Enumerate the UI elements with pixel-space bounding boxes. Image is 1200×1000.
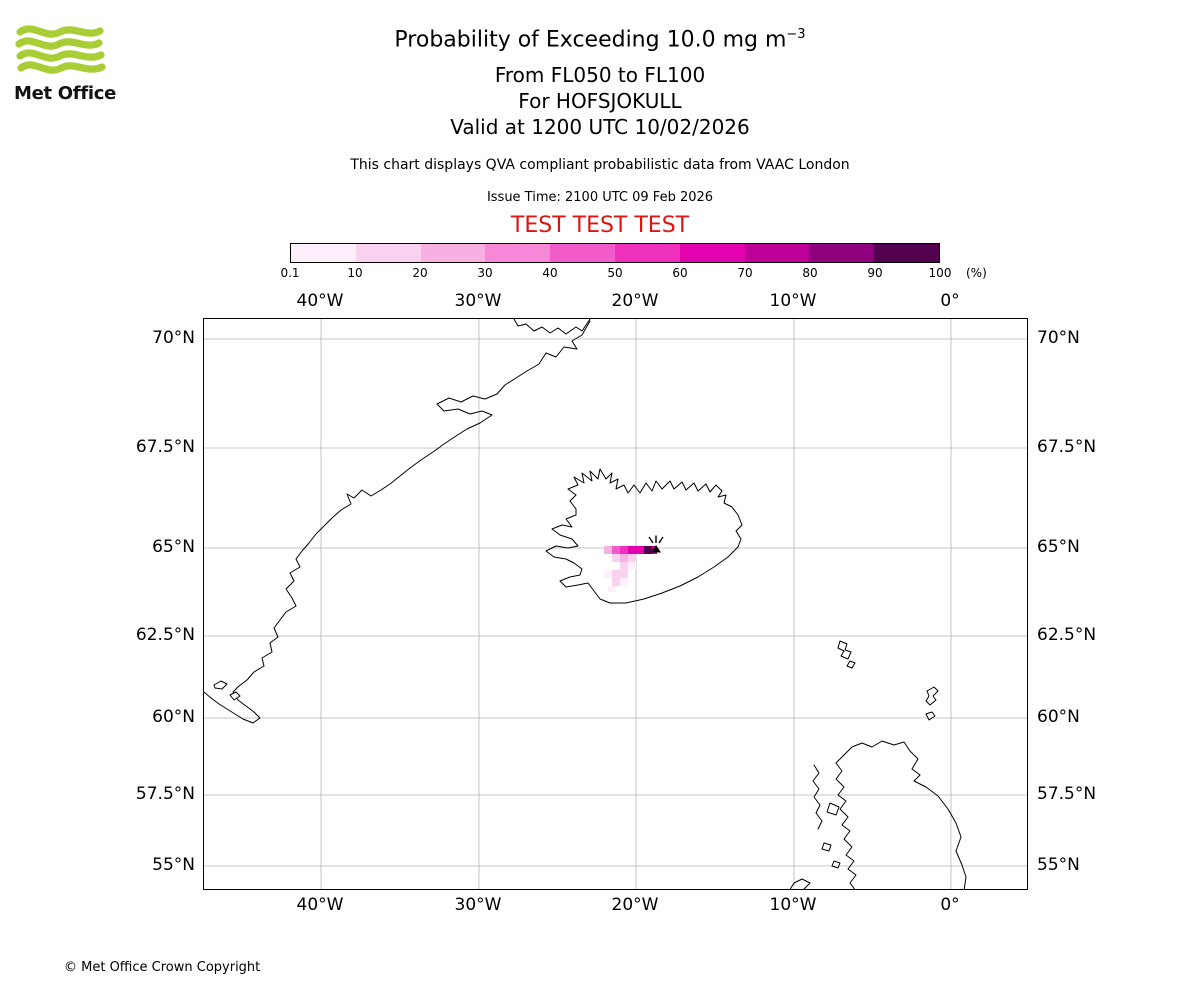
met-office-logo-text: Met Office bbox=[14, 83, 117, 104]
colorbar-unit-label: (%) bbox=[966, 266, 987, 280]
probability-cells-layer bbox=[604, 546, 657, 592]
lat-tick-label-right: 62.5°N bbox=[1037, 625, 1097, 645]
hebrides-islands-coastline bbox=[812, 764, 823, 830]
colorbar-tick-label: 70 bbox=[737, 266, 753, 280]
probability-cell bbox=[620, 578, 628, 586]
ireland-coastline bbox=[789, 878, 811, 889]
colorbar-tick-label: 40 bbox=[542, 266, 558, 280]
lat-tick-label-left: 60°N bbox=[152, 707, 195, 727]
greenland-coastline bbox=[204, 320, 591, 724]
lat-tick-label-right: 55°N bbox=[1037, 855, 1080, 875]
colorbar-segment bbox=[291, 244, 356, 262]
colorbar-tick-label: 30 bbox=[477, 266, 493, 280]
probability-cell bbox=[644, 546, 652, 554]
lon-tick-label-top: 0° bbox=[940, 291, 960, 311]
volcano-marker-icon bbox=[648, 535, 664, 553]
greenland-offshore-islands bbox=[213, 680, 241, 701]
shetland-orkney-islands-coastline bbox=[925, 686, 939, 721]
faroe-islands-coastline bbox=[837, 640, 856, 669]
colorbar-tick-label: 20 bbox=[412, 266, 428, 280]
lat-tick-label-left: 55°N bbox=[152, 855, 195, 875]
latlon-grid bbox=[204, 319, 1027, 889]
probability-colorbar bbox=[290, 243, 940, 263]
lon-tick-label-bottom: 40°W bbox=[296, 895, 344, 915]
probability-cell bbox=[612, 546, 620, 554]
lat-tick-label-right: 57.5°N bbox=[1037, 784, 1097, 804]
met-office-logo: Met Office bbox=[14, 24, 126, 104]
colorbar-tick-label: 10 bbox=[347, 266, 363, 280]
copyright-notice: © Met Office Crown Copyright bbox=[64, 960, 261, 975]
lat-tick-label-right: 65°N bbox=[1037, 537, 1080, 557]
map-plot-area bbox=[203, 318, 1028, 890]
lon-tick-label-bottom: 10°W bbox=[769, 895, 817, 915]
colorbar-segment bbox=[420, 244, 486, 262]
qva-compliance-note: This chart displays QVA compliant probab… bbox=[350, 157, 850, 173]
greenland-north-cape-coastline bbox=[513, 319, 591, 335]
lon-tick-label-bottom: 20°W bbox=[611, 895, 659, 915]
colorbar-tick-label: 50 bbox=[607, 266, 623, 280]
title-main: Probability of Exceeding 10.0 mg m bbox=[394, 27, 787, 53]
met-office-logo-waves-icon bbox=[15, 25, 106, 74]
probability-cell bbox=[620, 562, 628, 570]
inner-isles-coastline bbox=[821, 802, 841, 869]
map-canvas bbox=[204, 319, 1027, 889]
issue-time: Issue Time: 2100 UTC 09 Feb 2026 bbox=[486, 190, 714, 205]
probability-cell bbox=[604, 546, 612, 554]
title-exponent: −3 bbox=[786, 27, 806, 42]
lat-tick-label-left: 67.5°N bbox=[135, 437, 195, 457]
lat-tick-label-left: 70°N bbox=[152, 328, 195, 348]
probability-cell bbox=[608, 586, 616, 592]
colorbar-segment bbox=[744, 244, 810, 262]
probability-cell bbox=[612, 554, 620, 562]
colorbar-tick-labels: 0.1 10 20 30 40 50 60 70 80 90 100 bbox=[280, 266, 951, 282]
lon-tick-label-top: 40°W bbox=[296, 291, 344, 311]
lat-tick-label-right: 67.5°N bbox=[1037, 437, 1097, 457]
lat-tick-label-left: 57.5°N bbox=[135, 784, 195, 804]
lon-tick-label-top: 30°W bbox=[454, 291, 502, 311]
colorbar-tick-label: 90 bbox=[867, 266, 883, 280]
probability-cell bbox=[612, 570, 620, 578]
page-title: Probability of Exceeding 10.0 mg m−3 bbox=[0, 27, 1200, 52]
probability-cell bbox=[628, 546, 636, 554]
subtitle-valid-time: Valid at 1200 UTC 10/02/2026 bbox=[450, 115, 750, 139]
probability-cell bbox=[620, 554, 628, 562]
scotland-coastline bbox=[835, 740, 967, 889]
probability-cell bbox=[636, 546, 644, 554]
colorbar-segment bbox=[679, 244, 745, 262]
colorbar-tick-label: 60 bbox=[672, 266, 688, 280]
lon-tick-label-top: 20°W bbox=[611, 291, 659, 311]
lat-tick-label-left: 62.5°N bbox=[135, 625, 195, 645]
lat-tick-label-right: 70°N bbox=[1037, 328, 1080, 348]
colorbar-segment bbox=[874, 244, 939, 262]
probability-cell bbox=[620, 546, 628, 554]
lon-tick-label-bottom: 30°W bbox=[454, 895, 502, 915]
lat-tick-label-right: 60°N bbox=[1037, 707, 1080, 727]
probability-cell bbox=[628, 554, 636, 562]
colorbar-segment bbox=[355, 244, 421, 262]
subtitle-flight-levels: From FL050 to FL100 bbox=[494, 63, 706, 87]
probability-cell bbox=[628, 562, 636, 570]
colorbar-tick-label: 100 bbox=[928, 266, 952, 280]
subtitle-volcano: For HOFSJOKULL bbox=[518, 89, 682, 113]
lon-tick-label-top: 10°W bbox=[769, 291, 817, 311]
colorbar-segment bbox=[485, 244, 551, 262]
colorbar-segment bbox=[614, 244, 680, 262]
colorbar-tick-label: 0.1 bbox=[280, 266, 300, 280]
colorbar-segment bbox=[550, 244, 615, 262]
colorbar-segment bbox=[809, 244, 875, 262]
lat-tick-label-left: 65°N bbox=[152, 537, 195, 557]
probability-cell bbox=[620, 570, 628, 578]
colorbar-tick-label: 80 bbox=[802, 266, 818, 280]
lon-tick-label-bottom: 0° bbox=[940, 895, 960, 915]
probability-cell bbox=[612, 578, 620, 586]
probability-cell bbox=[604, 570, 612, 578]
iceland-coastline bbox=[545, 468, 743, 604]
test-banner: TEST TEST TEST bbox=[510, 213, 690, 238]
